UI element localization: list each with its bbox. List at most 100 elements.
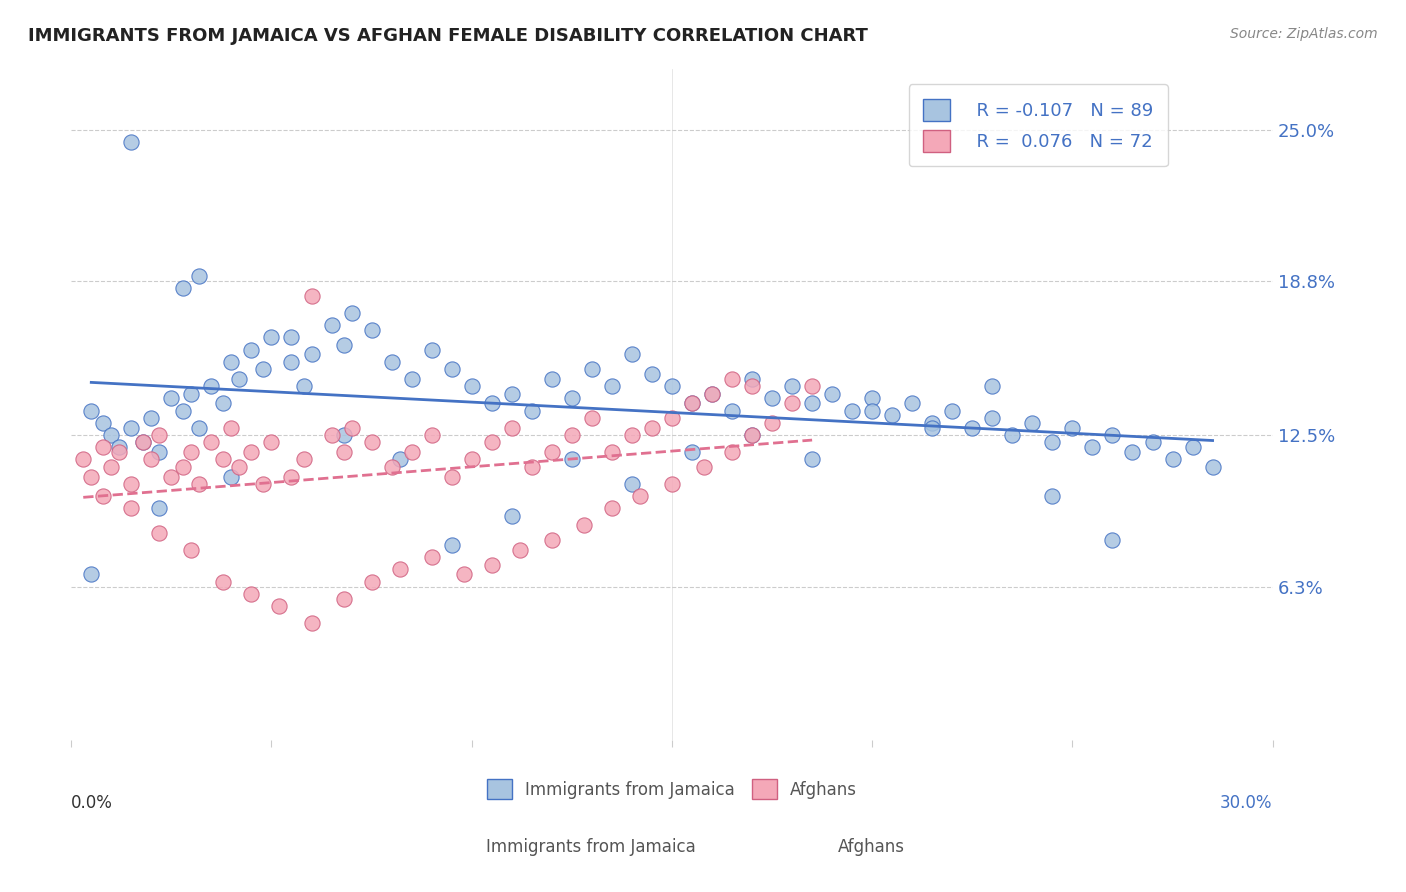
Point <box>420 343 443 357</box>
Point <box>269 599 291 613</box>
Point <box>120 420 142 434</box>
Point <box>100 459 122 474</box>
Point <box>761 416 783 430</box>
Point <box>340 306 363 320</box>
Point <box>941 403 963 417</box>
Point <box>440 362 463 376</box>
Point <box>120 501 142 516</box>
Point <box>260 435 283 450</box>
Point <box>1040 435 1063 450</box>
Point <box>481 396 503 410</box>
Point <box>681 396 703 410</box>
Point <box>188 420 211 434</box>
Point <box>860 403 883 417</box>
Point <box>561 452 583 467</box>
Point <box>600 445 623 459</box>
Point <box>780 396 803 410</box>
Point <box>540 445 562 459</box>
Point <box>801 452 824 467</box>
Point <box>661 411 683 425</box>
Point <box>172 403 194 417</box>
Point <box>180 445 202 459</box>
Point <box>200 435 222 450</box>
Point <box>481 558 503 572</box>
Point <box>700 386 723 401</box>
Point <box>321 428 343 442</box>
Point <box>641 367 664 381</box>
Point <box>120 476 142 491</box>
Point <box>1081 440 1104 454</box>
Point <box>600 501 623 516</box>
Point <box>360 574 382 589</box>
Point <box>721 372 744 386</box>
Point <box>388 562 411 576</box>
Point <box>1021 416 1043 430</box>
Point <box>981 411 1004 425</box>
Point <box>520 459 543 474</box>
Point <box>620 347 643 361</box>
Point <box>292 452 315 467</box>
Point <box>882 409 904 423</box>
Point <box>292 379 315 393</box>
Point <box>741 379 763 393</box>
Point <box>80 403 103 417</box>
Point <box>188 476 211 491</box>
Point <box>280 469 302 483</box>
Point <box>1161 452 1184 467</box>
Point <box>420 428 443 442</box>
Point <box>801 396 824 410</box>
Point <box>160 392 183 406</box>
Point <box>1062 420 1084 434</box>
Point <box>388 452 411 467</box>
Text: 0.0%: 0.0% <box>72 794 112 813</box>
Point <box>1101 533 1123 548</box>
Point <box>301 616 323 631</box>
Point <box>921 420 943 434</box>
Point <box>860 392 883 406</box>
Point <box>741 428 763 442</box>
Point <box>440 469 463 483</box>
Point <box>721 445 744 459</box>
Point <box>1101 428 1123 442</box>
Point <box>72 452 94 467</box>
Point <box>1121 445 1143 459</box>
Point <box>761 392 783 406</box>
Point <box>620 428 643 442</box>
Point <box>160 469 183 483</box>
Point <box>141 411 163 425</box>
Point <box>132 435 155 450</box>
Point <box>540 372 562 386</box>
Point <box>1040 489 1063 503</box>
Point <box>1001 428 1024 442</box>
Point <box>172 459 194 474</box>
Point <box>332 591 354 606</box>
Point <box>520 403 543 417</box>
Point <box>212 452 235 467</box>
Point <box>360 435 382 450</box>
Point <box>148 501 170 516</box>
Point <box>80 469 103 483</box>
Point <box>741 372 763 386</box>
Point <box>821 386 844 401</box>
Point <box>228 459 250 474</box>
Point <box>212 396 235 410</box>
Point <box>301 289 323 303</box>
Point <box>420 550 443 565</box>
Point <box>561 392 583 406</box>
Point <box>561 428 583 442</box>
Point <box>661 379 683 393</box>
Point <box>841 403 863 417</box>
Point <box>572 518 595 533</box>
Point <box>240 343 263 357</box>
Point <box>460 379 482 393</box>
Point <box>501 420 523 434</box>
Point <box>501 386 523 401</box>
Point <box>148 525 170 540</box>
Point <box>141 452 163 467</box>
Text: Afghans: Afghans <box>838 838 905 856</box>
Point <box>721 403 744 417</box>
Point <box>91 489 114 503</box>
Point <box>180 542 202 557</box>
Point <box>440 538 463 552</box>
Point <box>221 469 243 483</box>
